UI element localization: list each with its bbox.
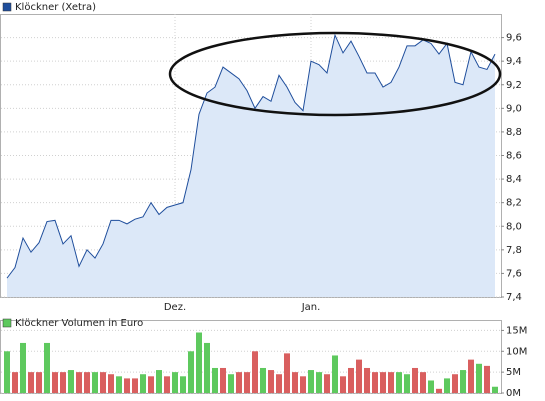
volume-frame bbox=[0, 320, 502, 394]
y-tick-label: 8,8 bbox=[506, 127, 522, 138]
volume-bar bbox=[324, 374, 330, 393]
volume-bar bbox=[316, 372, 322, 393]
volume-bar bbox=[268, 370, 274, 393]
volume-bar bbox=[148, 376, 154, 393]
volume-bar bbox=[68, 370, 74, 393]
y-tick-label: 8,6 bbox=[506, 151, 522, 162]
volume-bar bbox=[444, 378, 450, 393]
volume-bar bbox=[44, 342, 50, 393]
volume-bar bbox=[204, 342, 210, 393]
volume-bar bbox=[396, 372, 402, 393]
volume-bar bbox=[308, 370, 314, 393]
x-tick-label: Jan. bbox=[301, 302, 321, 313]
volume-bar bbox=[116, 376, 122, 393]
volume-bar bbox=[140, 374, 146, 393]
volume-bar bbox=[100, 372, 106, 393]
legend-label: Klöckner Volumen in Euro bbox=[15, 318, 143, 329]
volume-bar bbox=[420, 372, 426, 393]
volume-bar bbox=[284, 353, 290, 393]
volume-bar bbox=[356, 359, 362, 393]
volume-bar bbox=[164, 376, 170, 393]
volume-bar bbox=[132, 378, 138, 393]
volume-bar bbox=[60, 372, 66, 393]
volume-bar bbox=[372, 372, 378, 393]
y-tick-label: 8,4 bbox=[506, 174, 522, 185]
legend-label: Klöckner (Xetra) bbox=[15, 2, 96, 13]
volume-bar bbox=[84, 372, 90, 393]
volume-bar bbox=[12, 372, 18, 393]
y-tick-label: 9,0 bbox=[506, 103, 522, 114]
volume-bar bbox=[468, 359, 474, 393]
volume-bar bbox=[452, 374, 458, 393]
y-tick-label: 10M bbox=[506, 346, 527, 357]
volume-bar bbox=[476, 363, 482, 393]
volume-bar bbox=[492, 386, 498, 393]
volume-bar bbox=[236, 372, 242, 393]
volume-bar bbox=[436, 388, 442, 393]
volume-bar bbox=[220, 367, 226, 393]
y-tick-label: 8,0 bbox=[506, 221, 522, 232]
y-tick-label: 5M bbox=[506, 367, 521, 378]
volume-bar bbox=[276, 374, 282, 393]
legend-swatch bbox=[2, 2, 12, 12]
price-line bbox=[6, 33, 496, 279]
y-tick-label: 7,6 bbox=[506, 268, 522, 279]
volume-bar bbox=[156, 370, 162, 393]
y-tick-label: 0M bbox=[506, 388, 521, 399]
volume-bar bbox=[388, 372, 394, 393]
x-tick-label: Dez. bbox=[164, 302, 186, 313]
volume-bar bbox=[300, 376, 306, 393]
volume-bar bbox=[380, 372, 386, 393]
volume-bar bbox=[196, 332, 202, 393]
volume-bar bbox=[212, 367, 218, 393]
volume-bar bbox=[4, 351, 10, 393]
volume-bar bbox=[428, 380, 434, 393]
y-tick-label: 8,2 bbox=[506, 198, 522, 209]
y-tick-label: 7,4 bbox=[506, 292, 522, 303]
volume-bar bbox=[92, 372, 98, 393]
legend-swatch bbox=[2, 318, 12, 328]
volume-bar bbox=[28, 372, 34, 393]
volume-bar bbox=[292, 372, 298, 393]
volume-bar bbox=[172, 372, 178, 393]
y-tick-label: 15M bbox=[506, 325, 527, 336]
volume-bar bbox=[484, 365, 490, 393]
volume-bar bbox=[404, 374, 410, 393]
annotation-ellipse bbox=[168, 31, 502, 117]
volume-bar bbox=[460, 370, 466, 393]
y-tick-label: 9,6 bbox=[506, 33, 522, 44]
volume-bar bbox=[244, 372, 250, 393]
volume-bar bbox=[364, 367, 370, 393]
volume-bar bbox=[180, 376, 186, 393]
volume-bar bbox=[124, 378, 130, 393]
volume-bar bbox=[228, 374, 234, 393]
volume-bar bbox=[20, 342, 26, 393]
price-area bbox=[7, 35, 495, 297]
volume-bar bbox=[332, 355, 338, 393]
volume-bar bbox=[52, 372, 58, 393]
y-tick-label: 9,4 bbox=[506, 56, 522, 67]
y-tick-label: 9,2 bbox=[506, 80, 522, 91]
volume-bar bbox=[260, 367, 266, 393]
volume-bar bbox=[252, 351, 258, 393]
volume-bar bbox=[348, 367, 354, 393]
y-tick-label: 7,8 bbox=[506, 245, 522, 256]
volume-bar bbox=[188, 351, 194, 393]
volume-bar bbox=[36, 372, 42, 393]
volume-bar bbox=[108, 374, 114, 393]
volume-bar bbox=[412, 367, 418, 393]
volume-bar bbox=[340, 376, 346, 393]
volume-bar bbox=[76, 372, 82, 393]
